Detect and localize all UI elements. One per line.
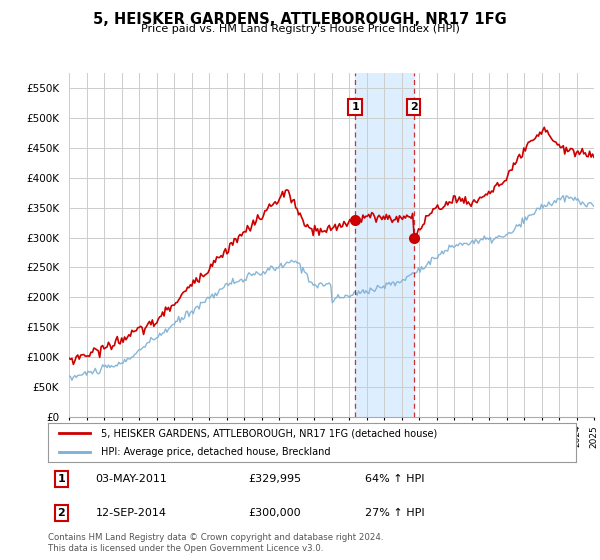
Text: 12-SEP-2014: 12-SEP-2014 (95, 508, 167, 518)
Text: 5, HEISKER GARDENS, ATTLEBOROUGH, NR17 1FG (detached house): 5, HEISKER GARDENS, ATTLEBOROUGH, NR17 1… (101, 428, 437, 438)
Text: 1: 1 (351, 102, 359, 112)
Text: 2: 2 (410, 102, 418, 112)
Bar (355, 73, 414, 417)
Text: 27% ↑ HPI: 27% ↑ HPI (365, 508, 424, 518)
Text: Price paid vs. HM Land Registry's House Price Index (HPI): Price paid vs. HM Land Registry's House … (140, 24, 460, 34)
Text: Contains HM Land Registry data © Crown copyright and database right 2024.
This d: Contains HM Land Registry data © Crown c… (48, 533, 383, 553)
Text: £300,000: £300,000 (248, 508, 301, 518)
Text: 1: 1 (58, 474, 65, 484)
Text: HPI: Average price, detached house, Breckland: HPI: Average price, detached house, Brec… (101, 447, 331, 457)
Text: 03-MAY-2011: 03-MAY-2011 (95, 474, 167, 484)
Text: 5, HEISKER GARDENS, ATTLEBOROUGH, NR17 1FG: 5, HEISKER GARDENS, ATTLEBOROUGH, NR17 1… (93, 12, 507, 27)
Text: £329,995: £329,995 (248, 474, 302, 484)
Text: 2: 2 (58, 508, 65, 518)
Text: 64% ↑ HPI: 64% ↑ HPI (365, 474, 424, 484)
